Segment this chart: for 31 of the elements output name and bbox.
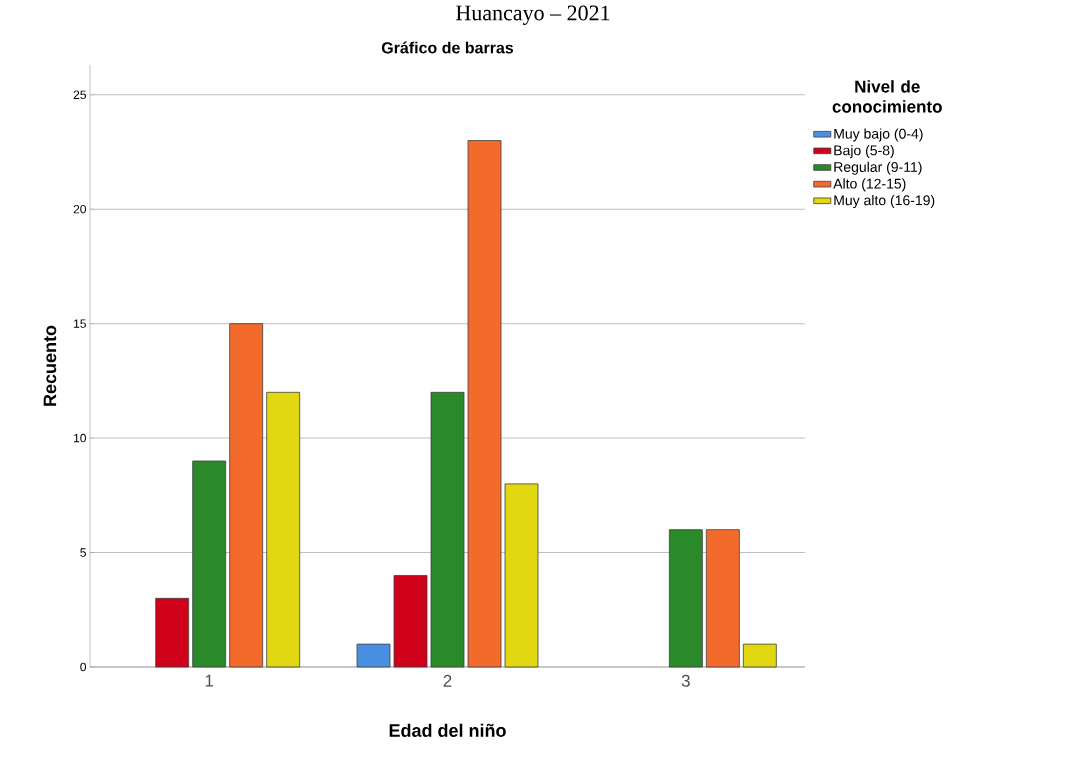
bar	[430, 391, 465, 668]
bar	[155, 597, 190, 668]
x-tick-label: 3	[681, 674, 690, 687]
legend-label: Muy alto (16-19)	[834, 194, 935, 209]
x-tick-label: 1	[205, 674, 214, 687]
y-tick-label: 20	[73, 204, 87, 214]
legend-label: Regular (9-11)	[834, 161, 922, 175]
x-axis-title: Edad del niño	[389, 723, 506, 737]
bar	[266, 391, 301, 668]
x-tick-label: 2	[443, 674, 452, 687]
bar	[229, 323, 264, 668]
bar	[467, 140, 502, 668]
bar	[742, 643, 777, 668]
bar	[356, 643, 391, 668]
y-tick-label: 15	[74, 319, 86, 328]
bar	[504, 483, 539, 668]
legend-label: Bajo (5-8)	[834, 145, 894, 159]
y-tick-label: 25	[73, 90, 86, 99]
text: Huancayo – 2021	[456, 5, 610, 25]
bar	[705, 529, 740, 668]
bar	[668, 529, 703, 668]
legend-title: Nivel de conocimiento	[832, 80, 942, 113]
chart-title: Gráfico de barras	[381, 41, 514, 54]
y-axis-title: Recuento	[43, 325, 57, 406]
y-tick-label: 10	[74, 433, 87, 443]
y-tick-label: 5	[80, 548, 86, 557]
bar	[192, 460, 227, 668]
legend-label: Alto (12-15)	[833, 178, 906, 192]
legend-label: Muy bajo (0-4)	[834, 128, 923, 142]
y-tick-label: 0	[80, 662, 87, 672]
bar	[393, 575, 428, 668]
